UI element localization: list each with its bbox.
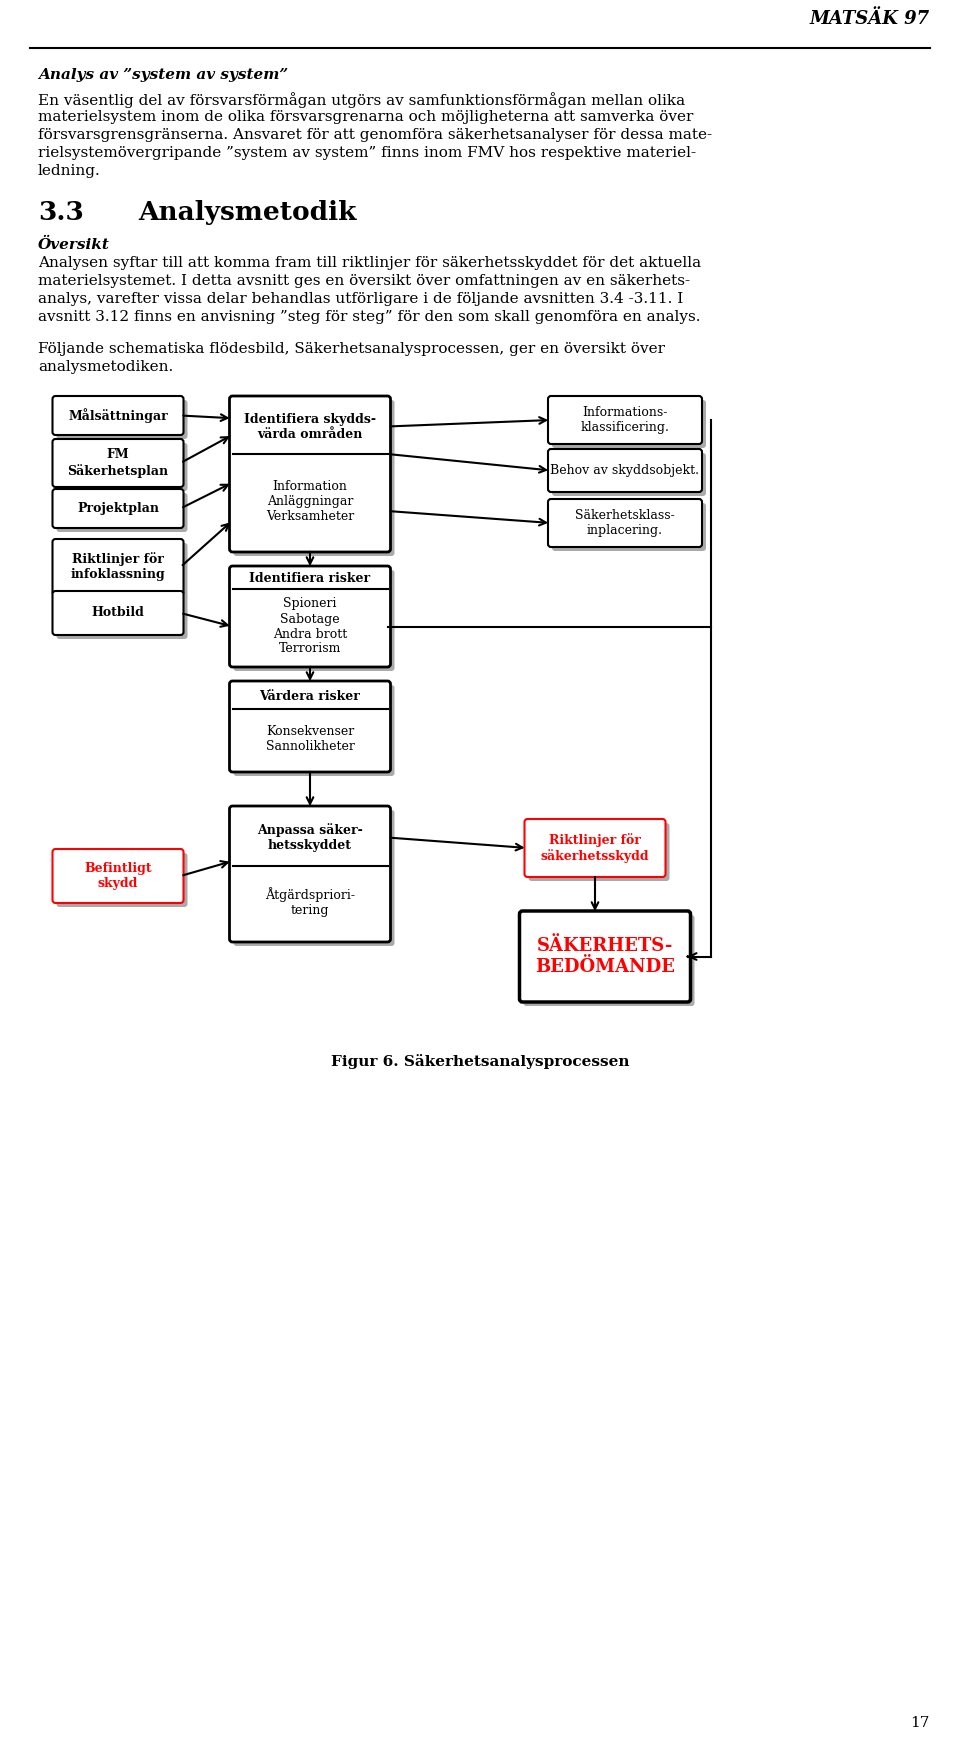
FancyBboxPatch shape: [53, 396, 183, 436]
Text: Information
Anläggningar
Verksamheter: Information Anläggningar Verksamheter: [266, 480, 354, 523]
Text: 17: 17: [911, 1717, 930, 1731]
Text: rielsystemövergripande ”system av system” finns inom FMV hos respektive materiel: rielsystemövergripande ”system av system…: [38, 145, 696, 159]
FancyBboxPatch shape: [57, 401, 187, 439]
FancyBboxPatch shape: [524, 819, 665, 877]
Text: försvarsgrensgränserna. Ansvaret för att genomföra säkerhetsanalyser för dessa m: försvarsgrensgränserna. Ansvaret för att…: [38, 128, 712, 142]
FancyBboxPatch shape: [552, 453, 706, 495]
Text: analysmetodiken.: analysmetodiken.: [38, 360, 173, 374]
FancyBboxPatch shape: [233, 810, 395, 947]
FancyBboxPatch shape: [233, 570, 395, 670]
Text: Följande schematiska flödesbild, Säkerhetsanalysprocessen, ger en översikt över: Följande schematiska flödesbild, Säkerhe…: [38, 341, 665, 355]
Text: Konsekvenser
Sannolikheter: Konsekvenser Sannolikheter: [266, 724, 354, 752]
Text: Identifiera skydds-
värda områden: Identifiera skydds- värda områden: [244, 413, 376, 441]
Text: Hotbild: Hotbild: [91, 607, 144, 620]
FancyBboxPatch shape: [57, 443, 187, 492]
FancyBboxPatch shape: [53, 539, 183, 595]
Text: analys, varefter vissa delar behandlas utförligare i de följande avsnitten 3.4 -: analys, varefter vissa delar behandlas u…: [38, 292, 684, 306]
Text: Säkerhetsklass-
inplacering.: Säkerhetsklass- inplacering.: [575, 509, 675, 537]
Text: Spioneri
Sabotage
Andra brott
Terrorism: Spioneri Sabotage Andra brott Terrorism: [273, 597, 348, 656]
Text: Befintligt
skydd: Befintligt skydd: [84, 863, 152, 891]
FancyBboxPatch shape: [57, 493, 187, 532]
Text: Riktlinjer för
säkerhetsskydd: Riktlinjer för säkerhetsskydd: [540, 833, 649, 863]
FancyBboxPatch shape: [229, 681, 391, 772]
FancyBboxPatch shape: [233, 401, 395, 556]
Text: Värdera risker: Värdera risker: [259, 690, 360, 704]
FancyBboxPatch shape: [529, 822, 669, 880]
FancyBboxPatch shape: [57, 852, 187, 906]
Text: SÄKERHETS-
BEDÖMANDE: SÄKERHETS- BEDÖMANDE: [535, 936, 675, 976]
FancyBboxPatch shape: [519, 912, 690, 1003]
Text: materielsystemet. I detta avsnitt ges en översikt över omfattningen av en säkerh: materielsystemet. I detta avsnitt ges en…: [38, 275, 690, 289]
FancyBboxPatch shape: [552, 401, 706, 448]
FancyBboxPatch shape: [552, 502, 706, 551]
FancyBboxPatch shape: [53, 592, 183, 635]
FancyBboxPatch shape: [53, 849, 183, 903]
Text: avsnitt 3.12 finns en anvisning ”steg för steg” för den som skall genomföra en a: avsnitt 3.12 finns en anvisning ”steg fö…: [38, 310, 701, 324]
FancyBboxPatch shape: [548, 450, 702, 492]
FancyBboxPatch shape: [229, 396, 391, 551]
FancyBboxPatch shape: [57, 595, 187, 639]
FancyBboxPatch shape: [548, 499, 702, 548]
Text: FM
Säkerhetsplan: FM Säkerhetsplan: [67, 448, 169, 478]
Text: Projektplan: Projektplan: [77, 502, 159, 514]
Text: 3.3: 3.3: [38, 200, 84, 226]
FancyBboxPatch shape: [523, 915, 694, 1006]
Text: MATSÄK 97: MATSÄK 97: [810, 10, 930, 28]
Text: Riktlinjer för
infoklassning: Riktlinjer för infoklassning: [71, 553, 165, 581]
Text: Informations-
klassificering.: Informations- klassificering.: [581, 406, 669, 434]
FancyBboxPatch shape: [57, 542, 187, 598]
Text: Behov av skyddsobjekt.: Behov av skyddsobjekt.: [550, 464, 700, 478]
Text: Figur 6. Säkerhetsanalysprocessen: Figur 6. Säkerhetsanalysprocessen: [331, 1054, 629, 1069]
Text: Analys av ”system av system”: Analys av ”system av system”: [38, 68, 288, 82]
FancyBboxPatch shape: [53, 488, 183, 528]
Text: Målsättningar: Målsättningar: [68, 408, 168, 423]
Text: Analysen syftar till att komma fram till riktlinjer för säkerhetsskyddet för det: Analysen syftar till att komma fram till…: [38, 255, 701, 270]
Text: Åtgärdspriori-
tering: Åtgärdspriori- tering: [265, 887, 355, 917]
FancyBboxPatch shape: [548, 396, 702, 444]
Text: materielsystem inom de olika försvarsgrenarna och möjligheterna att samverka öve: materielsystem inom de olika försvarsgre…: [38, 110, 693, 124]
FancyBboxPatch shape: [229, 565, 391, 667]
Text: Identifiera risker: Identifiera risker: [250, 572, 371, 586]
FancyBboxPatch shape: [233, 684, 395, 775]
Text: Analysmetodik: Analysmetodik: [138, 200, 356, 226]
Text: En väsentlig del av försvarsförmågan utgörs av samfunktionsförmågan mellan olika: En väsentlig del av försvarsförmågan utg…: [38, 93, 685, 108]
FancyBboxPatch shape: [229, 807, 391, 942]
Text: ledning.: ledning.: [38, 164, 101, 178]
FancyBboxPatch shape: [53, 439, 183, 487]
Text: Översikt: Översikt: [38, 238, 109, 252]
Text: Anpassa säker-
hetsskyddet: Anpassa säker- hetsskyddet: [257, 822, 363, 852]
